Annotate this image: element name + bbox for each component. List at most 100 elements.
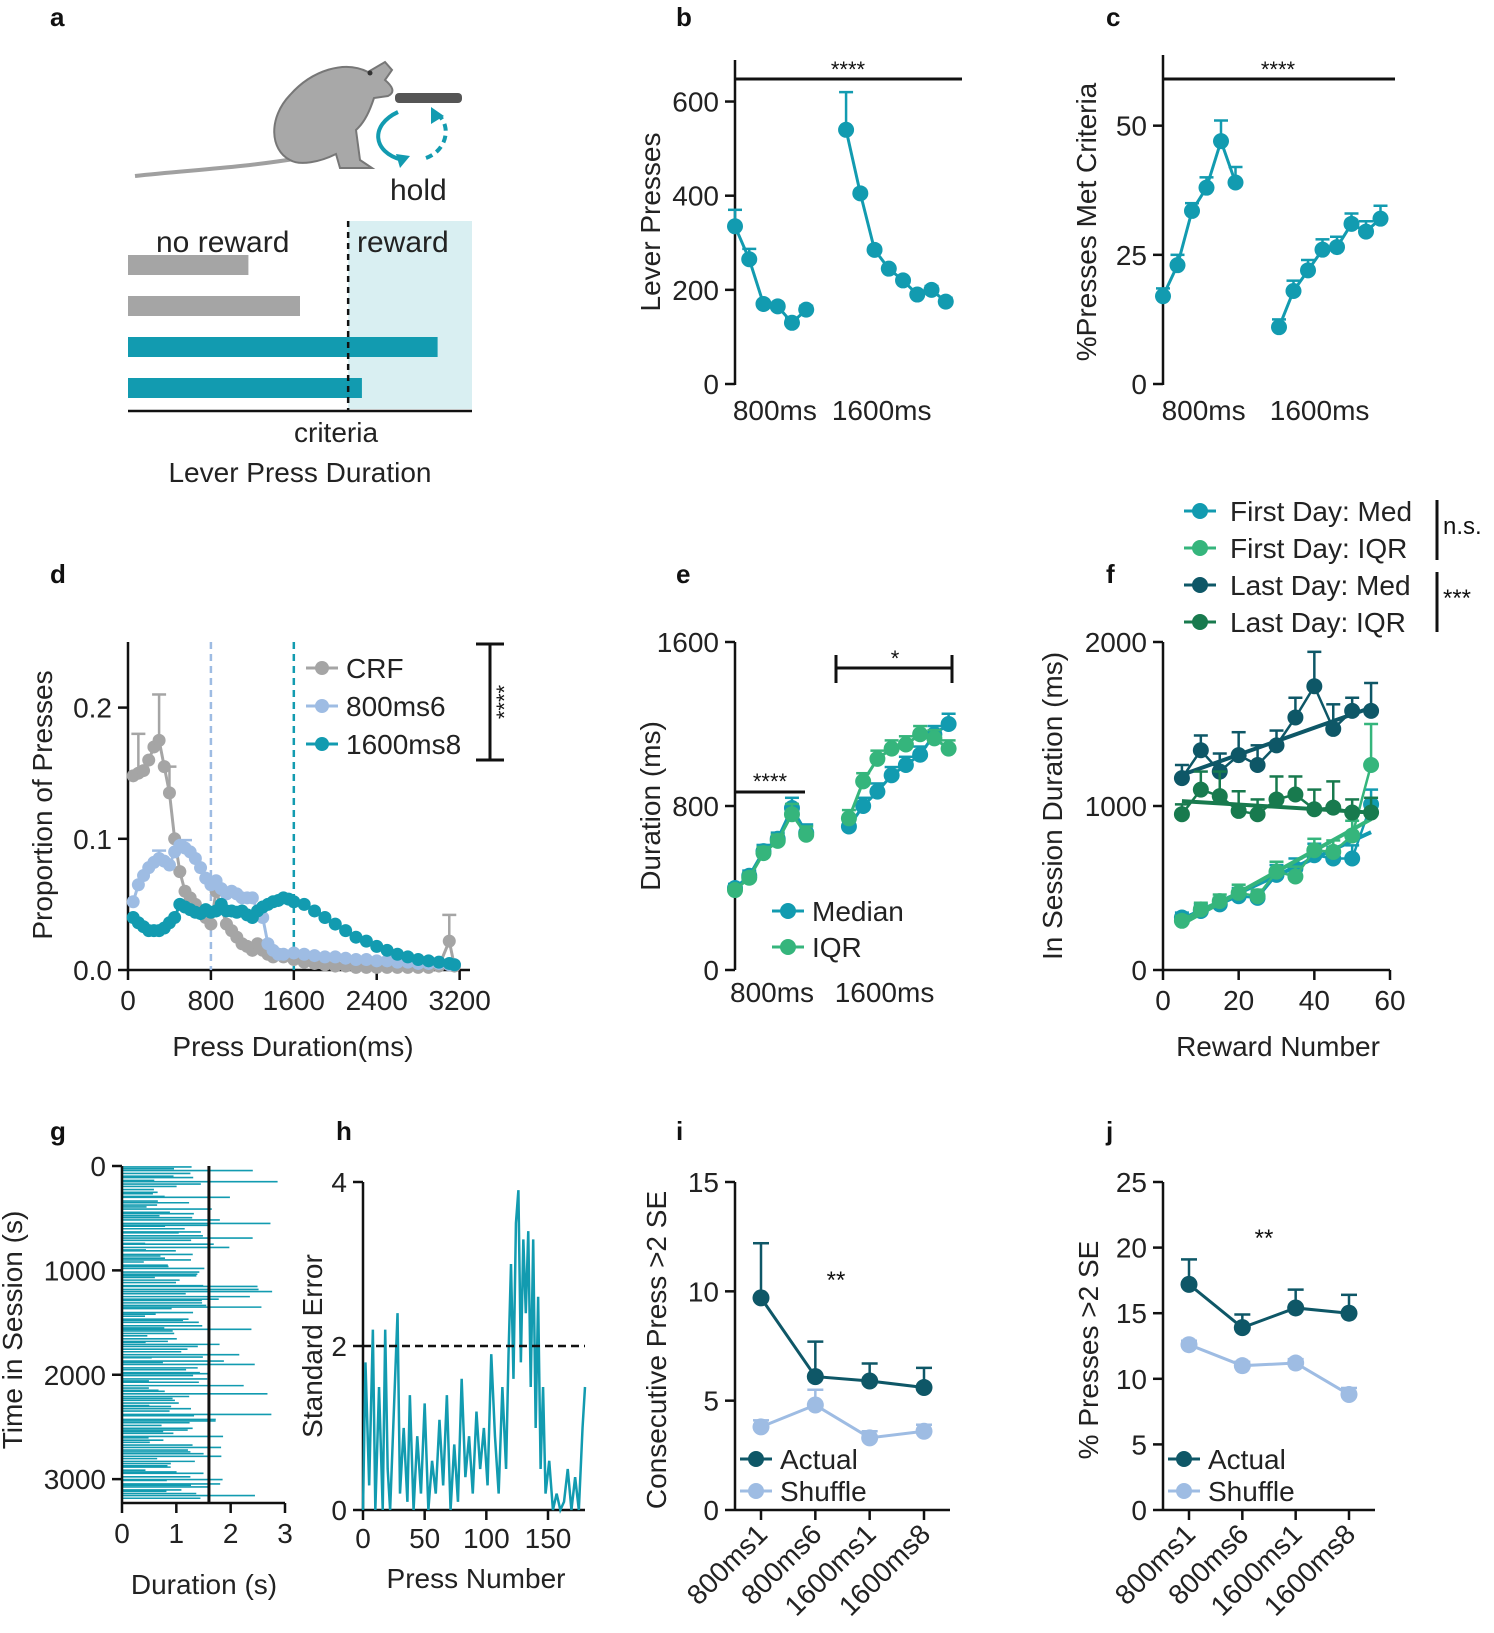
f-point-2-8 [1325, 720, 1342, 737]
e-legend-iqr: IQR [812, 932, 862, 963]
g-y-tick-label-0: 0 [90, 1151, 106, 1182]
criteria-label: criteria [294, 417, 378, 448]
j-point-0-1 [1233, 1319, 1251, 1337]
c-y-tick-label-25: 25 [1116, 240, 1147, 271]
reward-label: reward [357, 226, 449, 259]
g-y-label: Time in Session (s) [0, 1211, 28, 1450]
c-point-s0-g1-6 [1358, 223, 1374, 240]
j-legend-shuffle: Shuffle [1208, 1476, 1295, 1507]
e-y-ticks: 0 800 1600 [657, 627, 735, 986]
f-significance-label-first: n.s. [1443, 513, 1482, 540]
d-point-2-31 [287, 895, 301, 909]
d-point-0-7 [162, 786, 176, 800]
d-x-tick-label-2400: 2400 [346, 985, 408, 1016]
h-ticks: 0 50 100 150 0 2 4 [331, 1167, 571, 1554]
c-point-s0-g0-1 [1169, 257, 1186, 274]
mouse-eye-icon [367, 70, 373, 76]
e-significance-bracket-1600ms [834, 655, 954, 683]
d-legend: CRF 800ms6 1600ms8 [306, 653, 461, 760]
d-legend-crf: CRF [346, 653, 404, 684]
f-point-3-3 [1230, 802, 1247, 819]
f-point-3-9 [1344, 804, 1361, 821]
c-y-tick-label-50: 50 [1116, 111, 1147, 142]
c-point-s0-g0-3 [1198, 179, 1215, 196]
f-point-1-10 [1363, 757, 1380, 773]
i-legend: Actual Shuffle [740, 1444, 867, 1507]
g-x-tick-label-1: 1 [169, 1518, 185, 1549]
d-point-1-37 [359, 953, 373, 967]
d-legend-800ms6: 800ms6 [346, 691, 446, 722]
return-arrowhead-icon [431, 107, 444, 124]
d-point-1-13 [194, 861, 208, 875]
f-point-3-0 [1173, 806, 1190, 823]
h-y-tick-label-0: 0 [331, 1495, 347, 1526]
j-point-0-0 [1180, 1275, 1198, 1293]
b-y-tick-label-200: 200 [672, 275, 719, 306]
i-y-tick-label-15: 15 [688, 1167, 719, 1198]
e-point-s0-g1-2 [869, 783, 886, 800]
j-series [1180, 1258, 1358, 1404]
d-point-2-35 [328, 917, 342, 931]
g-x-tick-label-0: 0 [114, 1518, 130, 1549]
e-point-s1-g1-2 [869, 750, 886, 767]
f-legend-last-med: Last Day: Med [1230, 570, 1411, 601]
f-legend-last-iqr: Last Day: IQR [1230, 607, 1406, 638]
j-y-tick-label-15: 15 [1116, 1298, 1147, 1329]
d-point-2-34 [318, 911, 332, 925]
e-point-s1-g1-4 [897, 736, 914, 753]
b-line-s0-g1 [844, 129, 947, 303]
d-point-1-35 [339, 951, 353, 965]
d-point-2-44 [422, 954, 436, 968]
j-y-tick-label-0: 0 [1131, 1495, 1147, 1526]
d-point-2-33 [308, 904, 322, 918]
f-significance-label-last: *** [1443, 585, 1471, 612]
duration-bars [128, 255, 438, 398]
e-point-s1-g1-1 [855, 773, 872, 790]
panel-b-lever-presses: 0 200 400 600 Lever Presses **** 800ms 1600… [635, 57, 962, 426]
e-point-s1-g1-5 [912, 726, 929, 743]
i-line-0 [759, 1297, 925, 1390]
f-point-3-8 [1325, 799, 1342, 816]
f-point-2-7 [1306, 678, 1323, 695]
c-y-ticks: 0 25 50 [1116, 111, 1163, 400]
d-point-1-36 [349, 953, 363, 967]
f-point-1-2 [1211, 893, 1228, 910]
i-point-0-3 [915, 1379, 933, 1397]
c-point-s0-g1-2 [1300, 262, 1316, 279]
i-series [752, 1241, 933, 1447]
panel-d-press-duration-distribution: 0 800 1600 2400 3200 0.0 0.1 0.2 Proportion of … [27, 642, 517, 1062]
d-point-1-23 [245, 891, 259, 905]
b-point-s0-g0-2 [755, 295, 772, 312]
h-x-label: Press Number [387, 1563, 566, 1594]
f-point-3-2 [1211, 788, 1228, 805]
panel-label-e: e [676, 559, 690, 589]
i-legend-shuffle-marker [748, 1483, 764, 1499]
d-ticks: 0 800 1600 2400 3200 0.0 0.1 0.2 [73, 693, 491, 1016]
f-legend-first-iqr-marker [1192, 540, 1208, 556]
f-x-tick-label-20: 20 [1223, 985, 1254, 1016]
j-y-tick-label-25: 25 [1116, 1167, 1147, 1198]
g-ticks: 0 1 2 3 0 1000 2000 3000 [44, 1151, 293, 1549]
e-point-s0-g1-5 [912, 746, 929, 763]
d-point-2-45 [432, 955, 446, 969]
reward-zone-shade [348, 221, 472, 409]
j-y-tick-label-5: 5 [1131, 1429, 1147, 1460]
j-legend-actual-marker [1176, 1451, 1192, 1467]
j-point-0-3 [1340, 1304, 1358, 1322]
e-point-s1-g1-0 [840, 810, 857, 827]
e-significance-label-800ms: **** [753, 769, 788, 794]
f-point-2-1 [1192, 742, 1209, 759]
d-y-label: Proportion of Presses [27, 670, 58, 939]
d-point-2-8 [168, 911, 182, 925]
b-group-label-1600ms: 1600ms [832, 395, 932, 426]
d-point-0-34 [328, 959, 342, 973]
d-point-2-39 [370, 939, 384, 953]
b-group-label-800ms: 800ms [733, 395, 817, 426]
e-point-s1-g0-5 [798, 826, 815, 843]
c-group-label-800ms: 800ms [1162, 395, 1246, 426]
e-y-tick-label-1600: 1600 [657, 627, 719, 658]
i-y-tick-label-5: 5 [703, 1386, 719, 1417]
